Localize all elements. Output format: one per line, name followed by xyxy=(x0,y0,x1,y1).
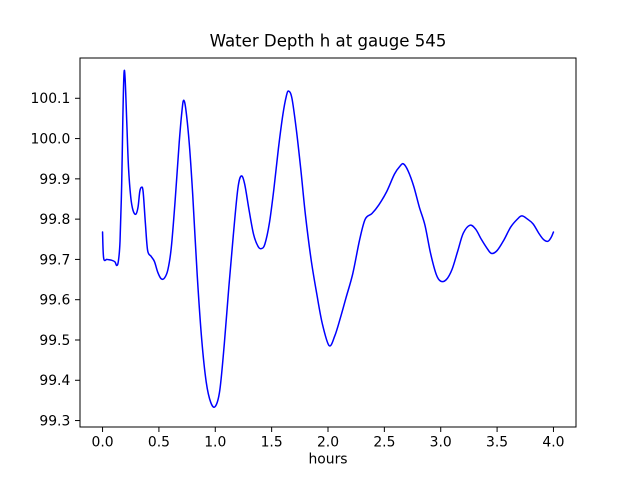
x-tick-label: 3.0 xyxy=(430,435,452,451)
y-tick-label: 99.6 xyxy=(39,293,70,309)
x-tick-label: 1.0 xyxy=(204,435,226,451)
x-tick-label: 4.0 xyxy=(542,435,564,451)
y-axis-ticks: 99.3 99.4 99.5 99.6 99.7 99.8 99.9 100.0 100.1 xyxy=(31,91,80,429)
y-tick-label: 99.9 xyxy=(39,172,70,188)
y-tick-label: 99.3 xyxy=(39,413,70,429)
x-axis-ticks: 0.0 0.5 1.0 1.5 2.0 2.5 3.0 3.5 4.0 xyxy=(91,427,565,451)
x-tick-label: 2.5 xyxy=(373,435,395,451)
x-tick-label: 0.0 xyxy=(91,435,113,451)
y-tick-label: 100.0 xyxy=(31,131,71,147)
x-tick-label: 0.5 xyxy=(148,435,170,451)
y-tick-label: 99.8 xyxy=(39,212,70,228)
y-tick-label: 100.1 xyxy=(31,91,71,107)
chart-title: Water Depth h at gauge 545 xyxy=(210,32,447,51)
x-axis-label: hours xyxy=(308,452,347,468)
plot-border xyxy=(79,57,577,428)
x-tick-label: 2.0 xyxy=(317,435,339,451)
water-depth-line xyxy=(101,69,555,408)
y-tick-label: 99.5 xyxy=(39,333,70,349)
x-tick-label: 1.5 xyxy=(261,435,283,451)
x-tick-label: 3.5 xyxy=(486,435,508,451)
y-tick-label: 99.4 xyxy=(39,373,70,389)
y-tick-label: 99.7 xyxy=(39,252,70,268)
